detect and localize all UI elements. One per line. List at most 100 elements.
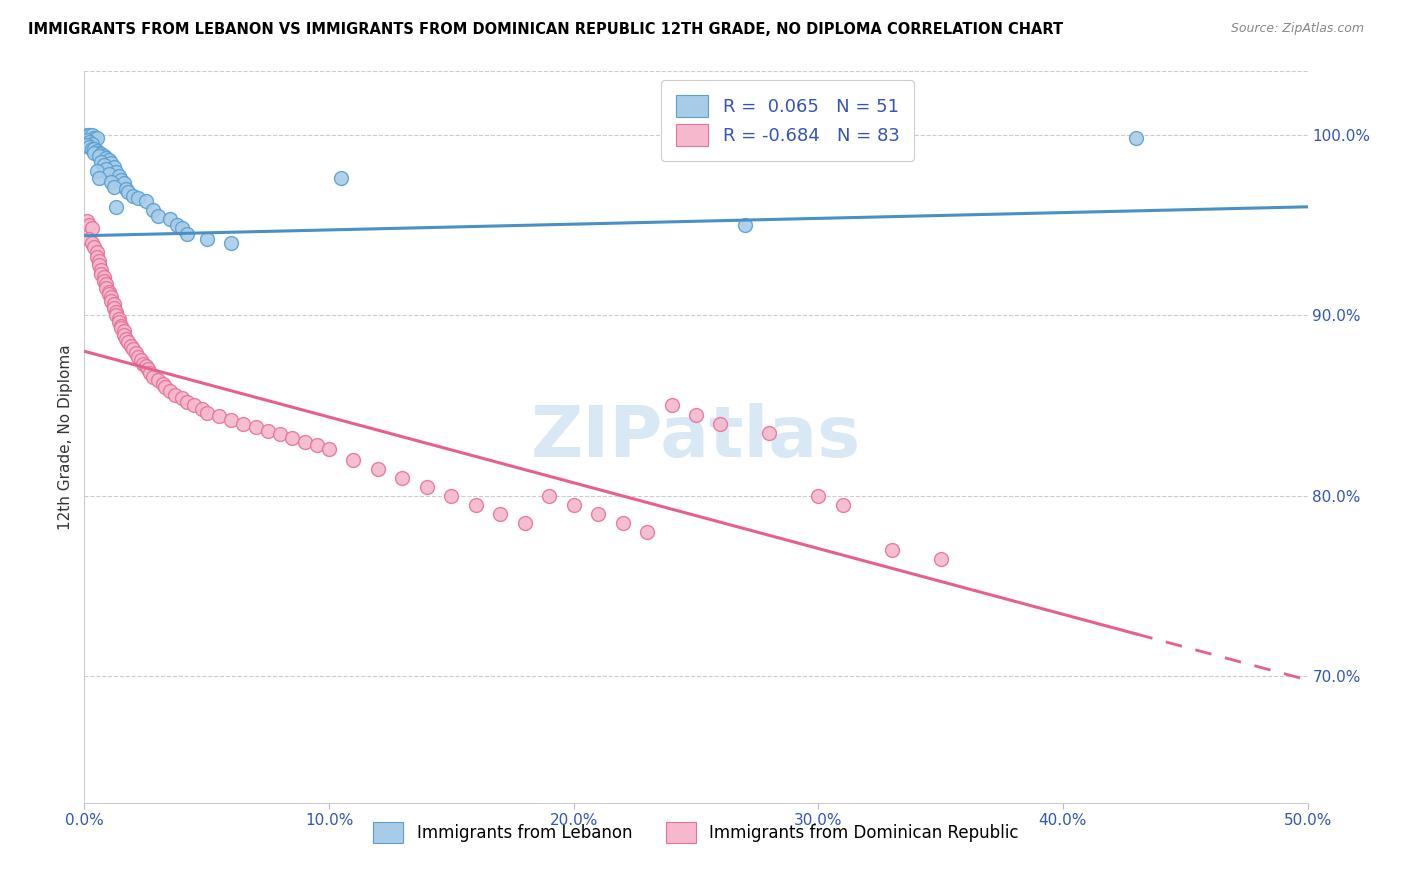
- Point: [90, 267, 112, 281]
- Point: [159, 384, 181, 398]
- Point: [153, 380, 176, 394]
- Point: [132, 357, 155, 371]
- Point: [83, 145, 105, 160]
- Y-axis label: 12th Grade, No Diploma: 12th Grade, No Diploma: [58, 344, 73, 530]
- Point: [685, 408, 707, 422]
- Point: [122, 343, 145, 357]
- Point: [76, 133, 98, 147]
- Point: [219, 235, 242, 250]
- Text: Source: ZipAtlas.com: Source: ZipAtlas.com: [1230, 22, 1364, 36]
- Point: [269, 427, 291, 442]
- Point: [195, 406, 218, 420]
- Point: [176, 227, 198, 241]
- Point: [87, 254, 110, 268]
- Point: [90, 263, 112, 277]
- Point: [142, 203, 165, 218]
- Point: [86, 144, 108, 158]
- Point: [77, 232, 100, 246]
- Point: [80, 136, 103, 151]
- Point: [90, 147, 112, 161]
- Point: [117, 186, 139, 200]
- Point: [80, 235, 103, 250]
- Point: [100, 156, 122, 170]
- Point: [97, 286, 120, 301]
- Point: [586, 507, 609, 521]
- Point: [125, 346, 148, 360]
- Point: [77, 218, 100, 232]
- Point: [208, 409, 231, 424]
- Point: [97, 167, 120, 181]
- Point: [142, 369, 165, 384]
- Point: [87, 149, 110, 163]
- Point: [105, 304, 128, 318]
- Point: [146, 373, 169, 387]
- Point: [1125, 131, 1147, 145]
- Point: [489, 507, 512, 521]
- Point: [807, 489, 830, 503]
- Point: [83, 142, 105, 156]
- Point: [172, 391, 194, 405]
- Point: [87, 145, 110, 160]
- Point: [97, 285, 120, 299]
- Point: [513, 516, 536, 530]
- Point: [77, 140, 100, 154]
- Legend: Immigrants from Lebanon, Immigrants from Dominican Republic: Immigrants from Lebanon, Immigrants from…: [367, 815, 1025, 849]
- Point: [152, 376, 174, 391]
- Point: [191, 402, 214, 417]
- Point: [83, 131, 105, 145]
- Point: [93, 149, 115, 163]
- Point: [93, 270, 115, 285]
- Point: [87, 170, 110, 185]
- Point: [166, 218, 188, 232]
- Point: [294, 434, 316, 449]
- Point: [112, 177, 135, 191]
- Point: [93, 158, 115, 172]
- Point: [709, 417, 731, 431]
- Point: [416, 480, 439, 494]
- Point: [103, 297, 125, 311]
- Point: [112, 328, 135, 343]
- Point: [159, 212, 181, 227]
- Point: [129, 353, 152, 368]
- Point: [86, 131, 108, 145]
- Point: [562, 498, 585, 512]
- Point: [146, 209, 169, 223]
- Point: [100, 290, 122, 304]
- Point: [219, 413, 242, 427]
- Point: [110, 318, 132, 333]
- Point: [257, 424, 280, 438]
- Point: [110, 321, 132, 335]
- Point: [612, 516, 634, 530]
- Point: [105, 200, 128, 214]
- Point: [195, 232, 218, 246]
- Point: [135, 194, 157, 209]
- Point: [183, 399, 205, 413]
- Point: [110, 172, 132, 186]
- Point: [136, 362, 159, 376]
- Point: [127, 191, 149, 205]
- Point: [83, 239, 105, 253]
- Point: [93, 274, 115, 288]
- Point: [80, 128, 103, 142]
- Point: [105, 165, 128, 179]
- Point: [76, 128, 98, 142]
- Point: [120, 339, 142, 353]
- Point: [391, 471, 413, 485]
- Point: [758, 425, 780, 440]
- Point: [77, 128, 100, 142]
- Point: [107, 315, 129, 329]
- Point: [139, 366, 162, 380]
- Text: IMMIGRANTS FROM LEBANON VS IMMIGRANTS FROM DOMINICAN REPUBLIC 12TH GRADE, NO DIP: IMMIGRANTS FROM LEBANON VS IMMIGRANTS FR…: [28, 22, 1063, 37]
- Point: [232, 417, 254, 431]
- Point: [245, 420, 267, 434]
- Point: [929, 552, 952, 566]
- Point: [76, 138, 98, 153]
- Point: [176, 395, 198, 409]
- Point: [96, 161, 118, 176]
- Point: [103, 180, 125, 194]
- Point: [100, 293, 122, 308]
- Point: [115, 332, 138, 346]
- Point: [464, 498, 486, 512]
- Point: [80, 221, 103, 235]
- Point: [636, 524, 658, 539]
